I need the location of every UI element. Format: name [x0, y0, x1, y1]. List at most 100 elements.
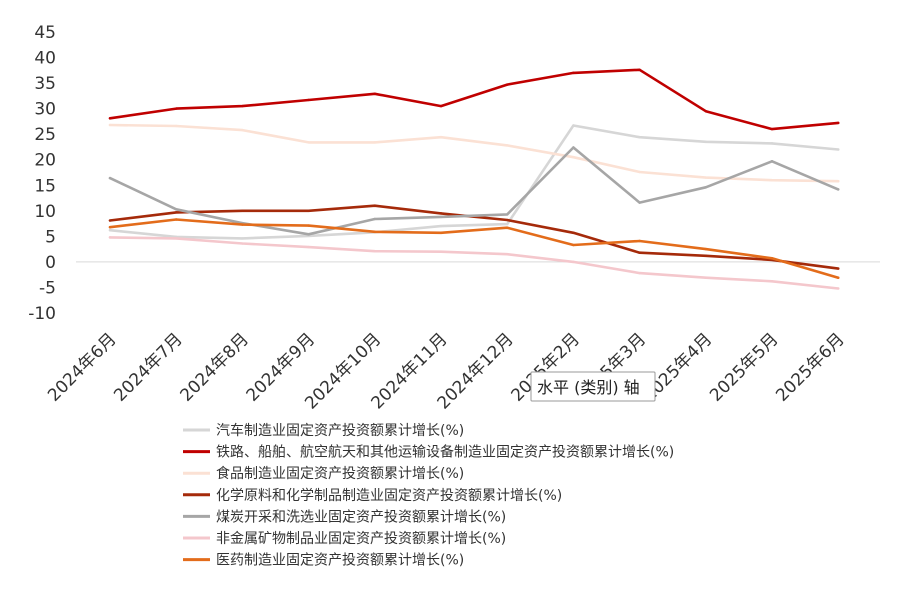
data-point-s4-7 — [506, 218, 509, 222]
data-point-s4-9 — [638, 251, 641, 254]
legend: 汽车制造业固定资产投资额累计增长(%) 铁路、船舶、航空航天和其他运输设备制造业固… — [183, 422, 674, 569]
data-point-s4-12 — [837, 267, 840, 270]
data-point-s4-2 — [175, 211, 178, 214]
data-point-s3-12 — [837, 179, 840, 183]
data-point-s4-1 — [108, 219, 112, 222]
data-point-s4-4 — [307, 209, 310, 213]
y-tick-label: 10 — [34, 202, 56, 222]
data-point-s5-11 — [770, 160, 774, 163]
data-point-s5-7 — [506, 213, 509, 216]
data-point-s1-6 — [439, 224, 443, 228]
data-point-s7-7 — [506, 226, 509, 229]
data-point-s6-3 — [241, 242, 244, 245]
data-point-s1-7 — [506, 222, 509, 226]
series-line-1 — [108, 124, 840, 240]
data-point-s1-12 — [837, 148, 840, 151]
tooltip-text: 水平 (类别) 轴 — [537, 378, 640, 397]
series-line-3 — [108, 123, 840, 183]
legend-label: 煤炭开采和洗选业固定资产投资额累计增长(%) — [216, 509, 506, 525]
data-point-s7-4 — [307, 224, 310, 227]
series-line-7 — [108, 218, 840, 280]
data-point-s6-7 — [506, 253, 509, 256]
series-line-5 — [108, 146, 840, 236]
data-point-s6-2 — [175, 237, 178, 240]
legend-label: 非金属矿物制品业固定资产投资额累计增长(%) — [216, 531, 506, 547]
y-tick-label: 15 — [34, 176, 56, 196]
y-tick-label: 0 — [45, 253, 56, 273]
legend-item: 食品制造业固定资产投资额累计增长(%) — [183, 465, 464, 482]
x-tick-label: 2024年8月 — [177, 329, 253, 405]
legend-item: 化学原料和化学制品制造业固定资产投资额累计增长(%) — [183, 488, 562, 504]
axis-tooltip: 水平 (类别) 轴 — [530, 371, 656, 402]
x-tick-label: 2025年6月 — [772, 329, 848, 405]
data-point-s2-6 — [439, 104, 443, 108]
data-point-s5-6 — [439, 215, 443, 219]
data-point-s3-11 — [770, 178, 774, 182]
legend-label: 医药制造业固定资产投资额累计增长(%) — [216, 553, 464, 569]
data-point-s6-9 — [638, 271, 641, 275]
data-point-s3-4 — [307, 141, 310, 144]
data-point-s3-9 — [638, 170, 641, 174]
x-axis[interactable]: 2024年6月2024年7月2024年8月2024年9月2024年10月2024… — [44, 329, 849, 413]
legend-item: 汽车制造业固定资产投资额累计增长(%) — [183, 422, 464, 439]
data-point-s6-11 — [770, 280, 774, 283]
data-point-s6-5 — [373, 249, 376, 253]
data-point-s3-2 — [175, 124, 178, 128]
legend-label: 汽车制造业固定资产投资额累计增长(%) — [216, 422, 464, 439]
data-point-s5-12 — [837, 188, 840, 191]
y-tick-label: 30 — [34, 100, 56, 120]
data-point-s6-6 — [439, 250, 443, 253]
data-point-s6-8 — [572, 260, 575, 264]
data-point-s2-11 — [770, 127, 774, 131]
legend-label: 化学原料和化学制品制造业固定资产投资额累计增长(%) — [216, 488, 562, 504]
data-point-s4-5 — [373, 204, 376, 207]
data-point-s7-8 — [572, 243, 575, 247]
data-point-s2-2 — [175, 107, 178, 110]
data-point-s2-8 — [572, 71, 575, 75]
data-point-s5-1 — [108, 176, 112, 180]
data-point-s5-4 — [307, 233, 310, 236]
series-line-2 — [108, 68, 840, 131]
data-point-s3-6 — [439, 136, 443, 139]
data-point-s7-11 — [770, 257, 774, 260]
data-point-s1-1 — [108, 229, 112, 232]
data-point-s1-8 — [572, 124, 575, 127]
data-point-s7-1 — [108, 225, 112, 229]
y-tick-label: -10 — [28, 304, 56, 324]
data-point-s5-10 — [704, 186, 707, 189]
legend-label: 铁路、船舶、航空航天和其他运输设备制造业固定资产投资额累计增长(%) — [216, 444, 674, 461]
y-axis: 45 40 35 30 25 20 15 10 5 0 -5 -10 — [28, 23, 56, 324]
x-tick-label: 2024年7月 — [110, 329, 186, 405]
data-point-s4-8 — [572, 231, 575, 234]
data-point-s2-7 — [506, 83, 509, 86]
data-point-s1-3 — [241, 237, 244, 240]
data-point-s1-9 — [638, 136, 641, 139]
data-point-s5-5 — [373, 217, 376, 221]
data-point-s7-10 — [704, 247, 707, 251]
data-point-s6-10 — [704, 276, 707, 279]
legend-item: 非金属矿物制品业固定资产投资额累计增长(%) — [183, 531, 506, 547]
data-point-s3-8 — [572, 155, 575, 159]
y-tick-label: -5 — [39, 278, 56, 298]
data-point-s7-9 — [638, 239, 641, 243]
data-point-s6-12 — [837, 287, 840, 290]
y-tick-label: 5 — [45, 227, 56, 247]
data-point-s1-11 — [770, 142, 774, 145]
series-line-6 — [108, 236, 840, 290]
data-point-s2-5 — [373, 92, 376, 96]
data-point-s6-1 — [108, 236, 112, 239]
data-point-s4-3 — [241, 209, 244, 213]
data-point-s6-4 — [307, 245, 310, 249]
data-point-s3-10 — [704, 176, 707, 179]
y-tick-label: 20 — [34, 151, 56, 171]
data-point-s3-1 — [108, 123, 112, 127]
data-point-s7-2 — [175, 218, 178, 221]
data-point-s5-8 — [572, 146, 575, 149]
y-tick-label: 25 — [34, 125, 56, 145]
data-point-s2-3 — [241, 104, 244, 108]
legend-label: 食品制造业固定资产投资额累计增长(%) — [216, 465, 464, 482]
legend-item: 医药制造业固定资产投资额累计增长(%) — [183, 553, 464, 569]
data-point-s5-9 — [638, 201, 641, 204]
x-tick-label: 2024年6月 — [44, 329, 120, 405]
legend-item: 铁路、船舶、航空航天和其他运输设备制造业固定资产投资额累计增长(%) — [183, 444, 674, 461]
